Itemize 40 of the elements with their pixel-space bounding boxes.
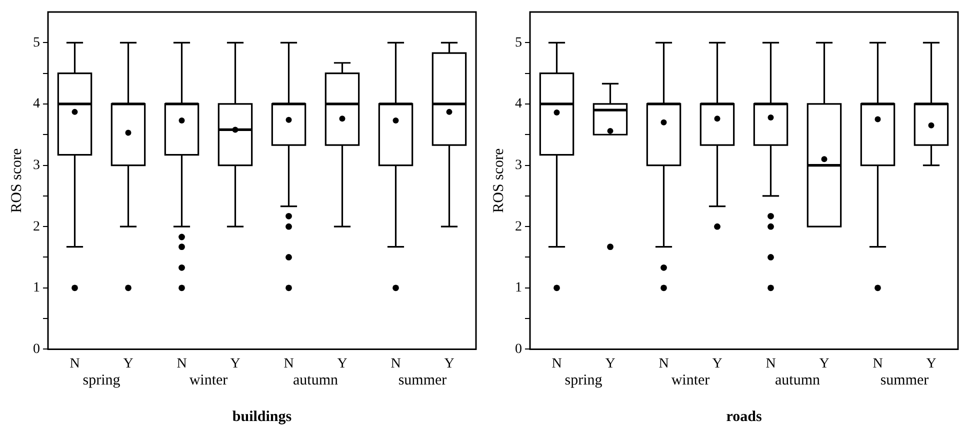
x-tick-label: Y xyxy=(712,356,722,372)
text: winter xyxy=(189,372,228,389)
text: autumn xyxy=(775,372,820,389)
text: spring xyxy=(82,372,121,389)
x-tick-label: N xyxy=(70,356,80,372)
y-tick-label: 1 xyxy=(515,280,522,296)
x-tick-label: Y xyxy=(605,356,616,372)
y-tick-label: 2 xyxy=(515,219,522,234)
x-tick-label: N xyxy=(766,356,776,372)
x-tick-label: Y xyxy=(230,356,240,372)
x-tick-label: N xyxy=(284,356,294,372)
x-tick-label: N xyxy=(552,356,562,372)
x-tick-label: Y xyxy=(926,356,936,372)
x-tick-label: Y xyxy=(819,356,830,372)
text: winter xyxy=(671,372,710,389)
x-tick-label: Y xyxy=(123,356,134,372)
y-tick-label: 4 xyxy=(515,96,522,112)
x-tick-label: Y xyxy=(444,356,454,372)
x-tick-label: N xyxy=(176,356,187,372)
y-tick-label: 3 xyxy=(515,158,522,173)
x-axis-title: roads xyxy=(726,408,762,425)
y-tick-label: 5 xyxy=(33,35,40,50)
x-axis-title: buildings xyxy=(232,408,292,425)
text: autumn xyxy=(293,372,338,389)
text: spring xyxy=(564,372,603,389)
y-axis-title: ROS score xyxy=(8,148,25,213)
y-tick-label: 1 xyxy=(33,280,40,296)
x-tick-label: Y xyxy=(337,356,348,372)
x-tick-label: N xyxy=(872,356,883,372)
y-tick-label: 0 xyxy=(515,342,522,357)
x-tick-label: N xyxy=(658,356,669,372)
text: summer xyxy=(880,372,929,389)
y-tick-label: 0 xyxy=(33,342,40,357)
x-tick-label: N xyxy=(390,356,401,372)
y-tick-label: 2 xyxy=(33,219,40,234)
y-tick-label: 4 xyxy=(33,96,40,112)
text: summer xyxy=(398,372,447,389)
y-axis-title: ROS score xyxy=(490,148,507,213)
y-tick-label: 5 xyxy=(515,35,522,50)
y-tick-label: 3 xyxy=(33,158,40,173)
